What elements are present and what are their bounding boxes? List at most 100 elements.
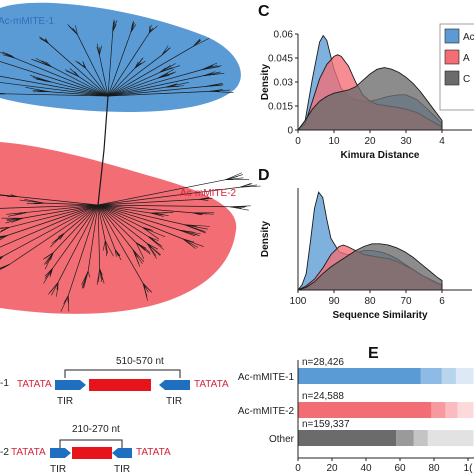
x-tick-label: 80 xyxy=(364,296,376,307)
row2-length: 210-270 nt xyxy=(72,424,120,435)
tree-leaf xyxy=(0,235,8,239)
tree-branch xyxy=(107,72,160,97)
row2-tir-right xyxy=(112,448,132,458)
clade-1-region xyxy=(0,2,241,112)
tree-branch xyxy=(97,204,134,251)
tree-leaf xyxy=(132,249,145,262)
tree-branch xyxy=(77,34,109,97)
tree-leaf xyxy=(203,71,216,77)
tree-branch xyxy=(107,69,203,97)
tree-leaf xyxy=(44,268,53,277)
tree-leaf xyxy=(202,64,213,70)
row2-tsd-right: TATATA xyxy=(136,447,171,458)
bar-category-label: Ac-mMITE-1 xyxy=(238,372,295,383)
tree-leaf xyxy=(102,240,106,251)
tree-leaf xyxy=(130,24,133,32)
bar-segment xyxy=(298,430,397,446)
tree-leaf xyxy=(25,86,49,93)
tree-leaf xyxy=(132,249,139,258)
panel-d: D 100 90 80 70 6 Sequence Similarity Density xyxy=(258,167,472,321)
y-tick-label: 0.06 xyxy=(274,30,294,41)
x-tick-label: 90 xyxy=(328,296,340,307)
bar-segment xyxy=(298,368,421,384)
tree-leaf xyxy=(142,227,166,238)
tree-branch xyxy=(5,93,109,97)
row1-tir-label-left: TIR xyxy=(57,396,73,407)
tree-leaf xyxy=(0,227,10,229)
tree-leaf xyxy=(54,233,65,242)
tree-branch xyxy=(85,68,109,97)
clade-2-region xyxy=(0,142,237,314)
x-tick-label: 70 xyxy=(400,296,412,307)
tree-leaf xyxy=(0,264,10,269)
row2-tir-left xyxy=(50,448,71,458)
tree-leaf xyxy=(159,67,172,73)
bar-segment xyxy=(445,402,458,418)
tree-leaf xyxy=(41,60,52,67)
legend-entry-2: A xyxy=(463,53,470,64)
tree-leaf xyxy=(112,20,116,32)
tree-leaf xyxy=(81,271,89,285)
bar-segment xyxy=(431,402,446,418)
x-tick-label: 0 xyxy=(295,463,301,474)
tree-leaf xyxy=(50,268,53,276)
tree-leaf xyxy=(193,37,210,47)
tree-leaf xyxy=(99,268,103,283)
x-tick-label: 0 xyxy=(295,136,301,147)
row1-tir-right xyxy=(159,380,190,390)
tree-leaf xyxy=(6,217,24,220)
tree-branch xyxy=(87,204,99,272)
tree-leaf xyxy=(82,61,87,69)
tree-leaf xyxy=(142,227,151,230)
tree-leaf xyxy=(99,268,105,284)
y-tick-label: 0.03 xyxy=(274,78,294,89)
label-clade-1: Ac-mMITE-1 xyxy=(0,16,55,27)
tree-branch xyxy=(67,204,99,296)
tree-leaf xyxy=(193,40,201,47)
x-tick-label: 20 xyxy=(326,463,338,474)
tree-branch xyxy=(97,204,185,225)
row1-bracket xyxy=(64,369,181,378)
tree-branch xyxy=(97,179,226,206)
tree-leaf xyxy=(149,25,158,34)
tree-trunk xyxy=(97,95,109,206)
panel-a-tree: Ac-mMITE-1 Ac-mMITE-2 xyxy=(0,2,261,314)
tree-leaf xyxy=(142,283,151,292)
tree-leaf xyxy=(229,206,245,208)
tree-leaf xyxy=(114,249,121,256)
tree-branch xyxy=(0,61,109,97)
tree-branch xyxy=(9,204,99,265)
tree-leaf xyxy=(87,271,91,278)
tree-leaf xyxy=(147,243,157,259)
tree-branch xyxy=(26,204,99,213)
tree-leaf xyxy=(158,68,175,79)
x-axis-label: Kimura Distance xyxy=(341,150,420,161)
legend-entry-1: Ac xyxy=(463,32,474,43)
tree-branch xyxy=(97,204,106,241)
tree-branch xyxy=(0,204,99,209)
tree-leaf xyxy=(182,238,204,247)
tree-leaf xyxy=(134,57,144,69)
tree-leaf xyxy=(77,61,86,69)
tree-leaf xyxy=(165,85,174,88)
tree-leaf xyxy=(148,236,159,242)
row1-label: -1 xyxy=(0,378,9,389)
x-tick-label: 20 xyxy=(364,136,376,147)
panel-c-legend: Ac A C xyxy=(439,23,474,111)
tree-leaf xyxy=(178,229,188,233)
bar-category-label: Other xyxy=(269,434,295,445)
tree-branch xyxy=(97,204,116,250)
panel-c-letter: C xyxy=(258,3,270,20)
tree-leaf xyxy=(199,199,209,201)
x-tick-label: 30 xyxy=(400,136,412,147)
tree-branch xyxy=(23,204,99,219)
legend-swatch-2 xyxy=(444,49,460,65)
x-axis-label: Sequence Similarity xyxy=(332,310,427,321)
tree-leaf xyxy=(48,282,59,295)
tree-leaf xyxy=(45,61,52,67)
bar-segment xyxy=(396,430,414,446)
tree-leaf xyxy=(60,295,69,312)
tree-leaf xyxy=(192,212,214,215)
tree-leaf xyxy=(203,73,219,77)
tree-leaf xyxy=(65,70,79,77)
